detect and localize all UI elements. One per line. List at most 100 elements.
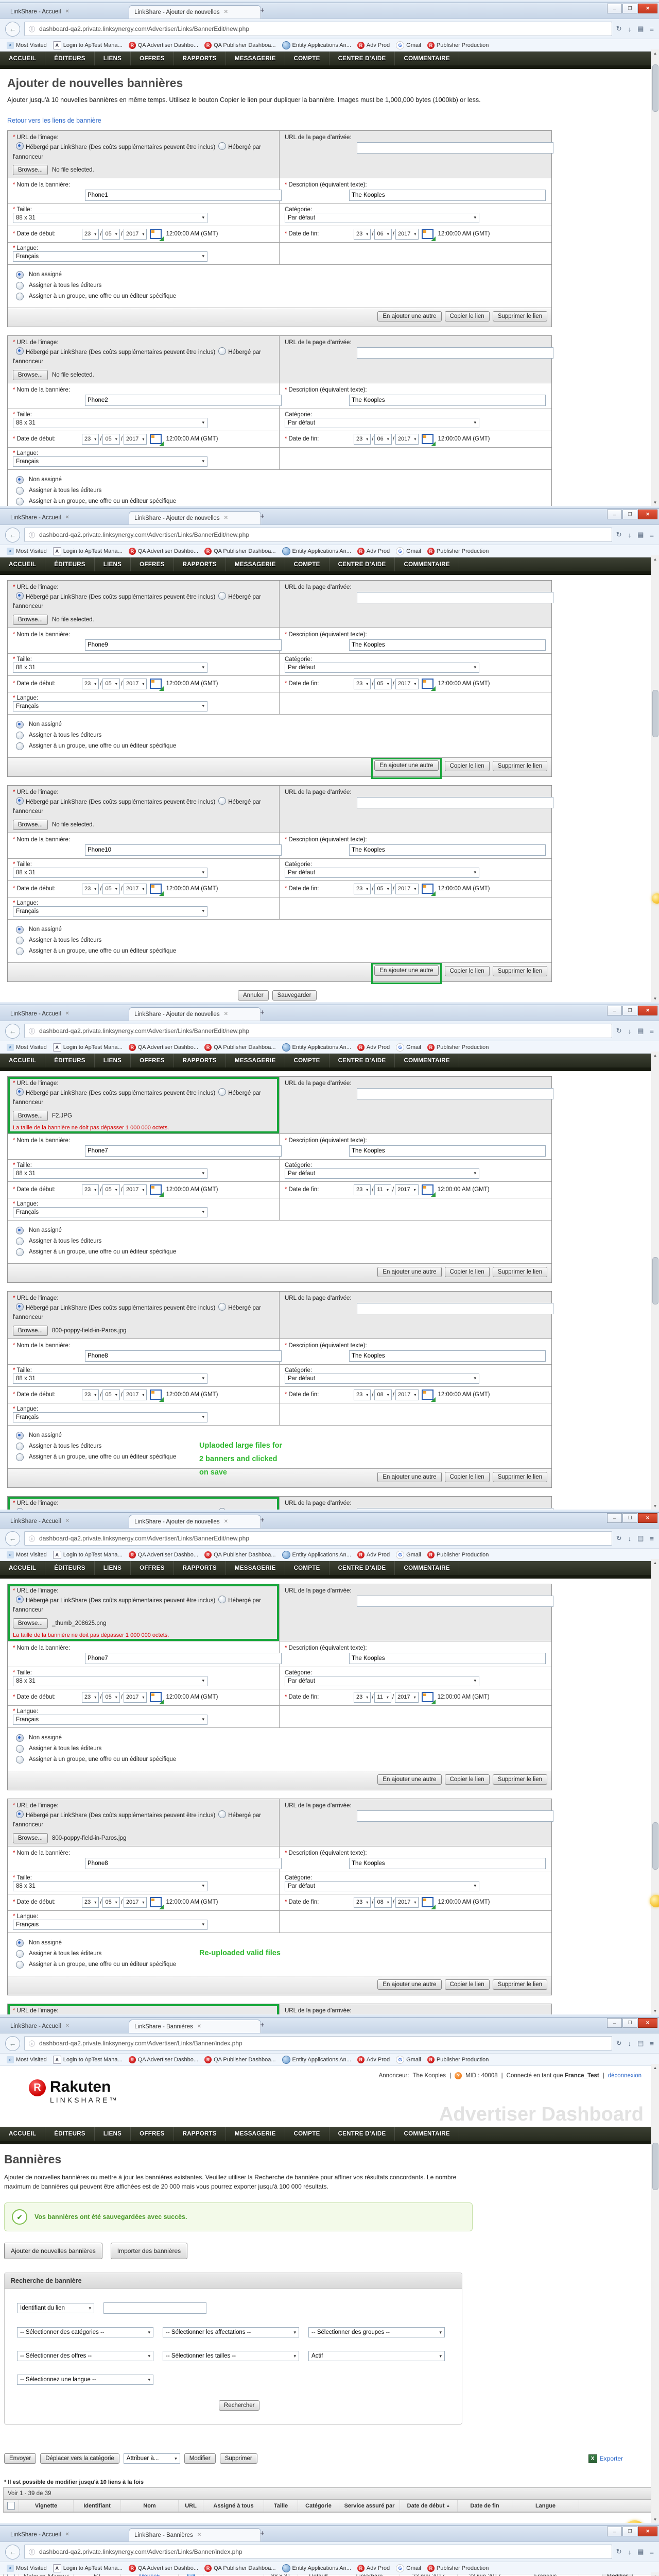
tab-active[interactable]: LinkShare - Bannières ✕ [129, 2020, 261, 2033]
cancel-button[interactable]: Annuler [238, 990, 269, 1001]
bookmark-item[interactable]: R QA Publisher Dashboa... [202, 41, 278, 49]
description-input[interactable] [349, 1145, 546, 1157]
radio-assign_group[interactable] [16, 1960, 24, 1969]
column-header-3[interactable]: URL [179, 2500, 203, 2512]
delete-link-button[interactable]: Supprimer le lien [492, 965, 547, 976]
nav-item-0[interactable]: ACCUEIL [0, 557, 46, 571]
landing-url-input[interactable] [357, 1810, 553, 1822]
bookmark-item[interactable]: ⌕ Most Visited [4, 1043, 49, 1051]
new-tab-button[interactable]: + [260, 1008, 265, 1017]
bookmark-item[interactable]: R Adv Prod [355, 2056, 392, 2063]
bookmark-item[interactable]: ⌕ Most Visited [4, 2056, 49, 2063]
radio-hosted-linkshare[interactable] [16, 347, 24, 355]
scroll-down-icon[interactable]: ▼ [653, 2517, 657, 2522]
window-minimize-button[interactable]: – [607, 2018, 622, 2028]
nav-item-5[interactable]: MESSAGERIE [226, 52, 285, 65]
month-select[interactable]: 06 [374, 228, 392, 240]
bookmark-item[interactable]: R Adv Prod [355, 2564, 392, 2572]
column-header-8[interactable]: Date de début ▲ [400, 2500, 458, 2512]
menu-icon[interactable]: ≡ [650, 1534, 654, 1543]
day-select[interactable]: 23 [354, 1896, 371, 1908]
size-select[interactable]: 88 x 31 [13, 1880, 207, 1891]
bookmark-item[interactable]: ⌕ Most Visited [4, 2564, 49, 2572]
calendar-icon[interactable] [421, 1692, 433, 1703]
month-select[interactable]: 11 [374, 1691, 391, 1703]
nav-item-6[interactable]: COMPTE [285, 1561, 330, 1575]
tab-home[interactable]: LinkShare - Accueil ✕ [5, 1007, 132, 1020]
radio-assign_group[interactable] [16, 1755, 24, 1764]
scroll-up-icon[interactable]: ▲ [653, 556, 657, 562]
bookmark-item[interactable]: G Gmail [393, 2055, 424, 2064]
bookmark-item[interactable]: R Adv Prod [355, 1043, 392, 1051]
nav-item-1[interactable]: ÉDITEURS [45, 1561, 95, 1575]
scroll-up-icon[interactable]: ▲ [653, 50, 657, 56]
nav-item-1[interactable]: ÉDITEURS [45, 1054, 95, 1067]
category-select[interactable]: Par défaut [285, 1675, 479, 1686]
browse-button[interactable]: Browse... [13, 614, 48, 625]
add-another-button[interactable]: En ajouter une autre [377, 311, 442, 321]
delete-link-button[interactable]: Supprimer le lien [492, 1979, 547, 1990]
window-close-button[interactable]: ✕ [638, 2018, 657, 2028]
calendar-icon[interactable] [150, 1692, 162, 1703]
delete-button[interactable]: Supprimer [219, 2453, 257, 2464]
calendar-icon[interactable] [150, 884, 162, 894]
window-restore-button[interactable]: ❐ [622, 2527, 637, 2536]
radio-hosted-advertiser[interactable] [218, 1088, 227, 1096]
copy-link-button[interactable]: Copier le lien [444, 1979, 490, 1990]
window-close-button[interactable]: ✕ [638, 2527, 657, 2536]
year-select[interactable]: 2017 [123, 883, 147, 894]
month-select[interactable]: 11 [374, 1184, 391, 1195]
banner-name-input[interactable] [85, 1652, 282, 1664]
close-tab-icon[interactable]: ✕ [223, 9, 228, 15]
send-button[interactable]: Envoyer [4, 2453, 37, 2464]
back-to-banner-links[interactable]: Retour vers les liens de bannière [7, 117, 101, 125]
radio-hosted-linkshare[interactable] [16, 1302, 24, 1311]
landing-url-input[interactable] [357, 1302, 553, 1314]
month-select[interactable]: 05 [102, 883, 120, 894]
bookmark-item[interactable]: Entity Applications An... [280, 547, 354, 555]
nav-item-4[interactable]: RAPPORTS [174, 1054, 226, 1067]
description-input[interactable] [349, 1857, 546, 1869]
nav-item-2[interactable]: LIENS [95, 2127, 131, 2141]
month-select[interactable]: 05 [102, 1691, 120, 1703]
nav-item-2[interactable]: LIENS [95, 1561, 131, 1575]
size-select[interactable]: 88 x 31 [13, 1168, 207, 1179]
year-select[interactable]: 2017 [395, 1896, 419, 1908]
close-tab-icon[interactable]: ✕ [65, 1011, 70, 1016]
column-header-2[interactable]: Nom [121, 2500, 179, 2512]
scroll-up-icon[interactable]: ▲ [653, 2573, 657, 2576]
category-select[interactable]: Par défaut [285, 212, 479, 223]
nav-item-8[interactable]: COMMENTAIRE [395, 557, 459, 571]
new-tab-button[interactable]: + [260, 512, 265, 521]
scroll-down-icon[interactable]: ▼ [653, 500, 657, 505]
nav-item-7[interactable]: CENTRE D'AIDE [330, 1054, 395, 1067]
banner-name-link[interactable]: Mouse5 [139, 2574, 160, 2576]
menu-icon[interactable]: ≡ [650, 25, 654, 33]
size-select[interactable]: 88 x 31 [13, 867, 207, 878]
scroll-up-icon[interactable]: ▲ [653, 1053, 657, 1058]
filter-select[interactable]: -- Sélectionner des catégories -- [17, 2327, 153, 2337]
downloads-icon[interactable]: ↓ [628, 2548, 632, 2556]
landing-url-input[interactable] [357, 1088, 553, 1099]
scrollbar[interactable]: ▲▼ [651, 2064, 659, 2523]
column-header-7[interactable]: Service assuré par [339, 2500, 400, 2512]
scroll-up-icon[interactable]: ▲ [653, 2065, 657, 2070]
scrollbar-thumb[interactable] [652, 1822, 658, 1870]
browse-button[interactable]: Browse... [13, 1325, 48, 1336]
import-banners-button[interactable]: Importer des bannières [110, 2243, 188, 2259]
bookmark-item[interactable]: R Publisher Production [425, 2056, 492, 2063]
window-close-button[interactable]: ✕ [638, 1006, 657, 1015]
tab-active[interactable]: LinkShare - Ajouter de nouvelles ✕ [129, 1515, 261, 1528]
reload-icon[interactable]: ↻ [616, 25, 622, 32]
copy-link-button[interactable]: Copier le lien [444, 965, 490, 976]
category-select[interactable]: Par défaut [285, 662, 479, 673]
radio-assign_group[interactable] [16, 947, 24, 955]
close-tab-icon[interactable]: ✕ [65, 2023, 70, 2029]
day-select[interactable]: 23 [354, 228, 371, 240]
bookmark-item[interactable]: Entity Applications An... [280, 2564, 354, 2572]
bookmark-item[interactable]: A Login to ApTest Mana... [50, 547, 125, 555]
help-icon[interactable]: ? [455, 2072, 462, 2079]
add-another-button[interactable]: En ajouter une autre [377, 1471, 442, 1482]
description-input[interactable] [349, 189, 546, 201]
year-select[interactable]: 2017 [123, 1184, 147, 1195]
